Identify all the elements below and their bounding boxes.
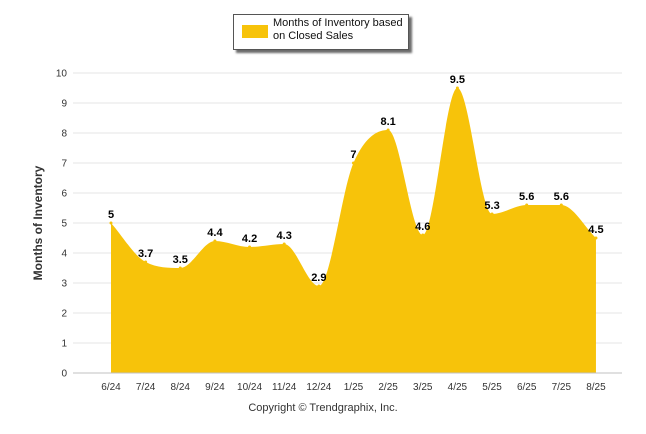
x-tick-label: 6/25 (517, 382, 537, 393)
data-label: 5.6 (519, 191, 534, 203)
legend-swatch (242, 25, 268, 38)
data-label: 5.6 (554, 191, 569, 203)
data-point (109, 221, 113, 225)
data-label: 2.9 (311, 272, 326, 284)
y-tick-label: 2 (61, 309, 67, 320)
x-tick-label: 4/25 (448, 382, 468, 393)
x-tick-label: 6/24 (101, 382, 121, 393)
x-tick-label: 2/25 (378, 382, 398, 393)
x-tick-label: 12/24 (306, 382, 331, 393)
data-labels: 5 3.7 3.5 4.4 4.2 4.3 2.9 7 8.1 4.6 9.5 5.3 5.6 5.6 4.… (108, 74, 604, 284)
data-point (144, 260, 148, 264)
y-axis-title: Months of Inventory (31, 165, 45, 280)
data-point (525, 203, 529, 207)
data-point (351, 161, 355, 165)
data-label: 4.2 (242, 233, 257, 245)
data-label: 4.3 (277, 230, 292, 242)
y-tick-label: 8 (61, 129, 67, 140)
data-label: 9.5 (450, 74, 465, 86)
data-point (213, 239, 217, 243)
y-tick-label: 4 (61, 249, 67, 260)
data-label: 3.5 (173, 254, 188, 266)
x-tick-label: 7/24 (136, 382, 156, 393)
y-tick-label: 9 (61, 99, 67, 110)
data-point (455, 86, 459, 90)
x-tick-label: 8/24 (171, 382, 191, 393)
x-tick-label: 5/25 (482, 382, 502, 393)
data-point (282, 242, 286, 246)
data-point (386, 128, 390, 132)
y-tick-label: 0 (61, 369, 67, 380)
y-tick-label: 3 (61, 279, 67, 290)
x-tick-label: 7/25 (552, 382, 572, 393)
data-point (421, 233, 425, 237)
x-tick-label: 9/24 (205, 382, 225, 393)
y-tick-label: 1 (61, 339, 67, 350)
copyright-credit: Copyright © Trendgraphix, Inc. (248, 402, 398, 414)
data-point (559, 203, 563, 207)
data-label: 4.4 (207, 227, 223, 239)
data-label: 4.6 (415, 221, 430, 233)
series-area (111, 88, 596, 373)
data-point (594, 236, 598, 240)
y-tick-label: 10 (56, 69, 68, 80)
data-label: 4.5 (588, 224, 603, 236)
y-tick-label: 5 (61, 219, 67, 230)
x-tick-label: 8/25 (586, 382, 606, 393)
x-tick-label: 10/24 (237, 382, 262, 393)
data-label: 5 (108, 209, 114, 221)
x-tick-label: 11/24 (272, 382, 297, 393)
data-label: 8.1 (380, 116, 395, 128)
data-label: 5.3 (484, 200, 499, 212)
y-tick-label: 6 (61, 189, 67, 200)
data-point (490, 212, 494, 216)
data-label: 3.7 (138, 248, 153, 260)
data-point (178, 266, 182, 270)
y-tick-label: 7 (61, 159, 67, 170)
legend-label: Months of Inventory based on Closed Sale… (273, 17, 403, 42)
x-tick-label: 3/25 (413, 382, 433, 393)
legend: Months of Inventory based on Closed Sale… (233, 14, 409, 50)
data-points (109, 86, 598, 288)
data-point (317, 284, 321, 288)
data-label: 7 (350, 149, 356, 161)
data-point (248, 245, 252, 249)
x-tick-label: 1/25 (344, 382, 364, 393)
x-axis-ticks: 6/24 7/24 8/24 9/24 10/24 11/24 12/24 1/25 2/25 3… (101, 382, 606, 393)
y-axis-ticks: 0 1 2 3 4 5 6 7 8 9 10 (56, 69, 68, 380)
